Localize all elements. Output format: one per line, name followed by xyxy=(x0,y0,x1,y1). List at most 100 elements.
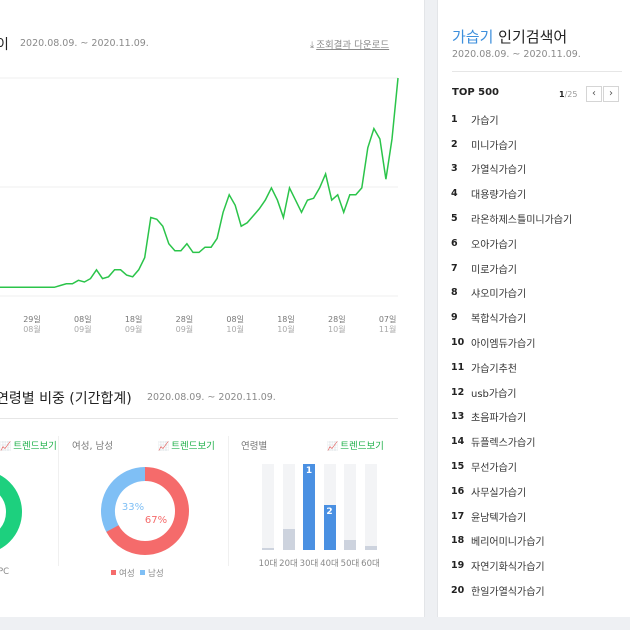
gender-donut-chart: 33% 67% xyxy=(101,467,189,555)
chart-x-axis: 29일08월08일09월18일09월28일09월08일10월18일10월28일1… xyxy=(23,315,396,334)
section-divider xyxy=(228,436,229,566)
device-trend-link[interactable]: 📈 트렌드보기 xyxy=(0,441,57,452)
device-donut-chart xyxy=(0,475,22,549)
x-tick-month: 09월 xyxy=(176,324,194,334)
age-bar-track xyxy=(344,464,356,550)
keyword-text[interactable]: usb가습기 xyxy=(471,388,517,400)
trend-panel: 이 2020.08.09. ~ 2020.11.09. ⤓조회결과 다운로드 2… xyxy=(0,0,425,617)
keyword-rank: 20 xyxy=(451,585,465,597)
keyword-rank: 18 xyxy=(451,535,465,547)
gender-legend: 여성 남성 xyxy=(111,567,164,579)
device-donut-ring xyxy=(0,475,22,549)
keyword-text[interactable]: 듀플렉스가습기 xyxy=(471,438,536,450)
keyword-text[interactable]: 아이엠듀가습기 xyxy=(471,339,536,351)
keyword-text[interactable]: 윤남텍가습기 xyxy=(471,512,527,524)
keyword-list-item[interactable]: 20 한일가열식가습기 xyxy=(451,578,621,603)
prev-page-button[interactable]: ‹ xyxy=(586,86,602,102)
keyword-list-item[interactable]: 4 대용량가습기 xyxy=(451,181,621,206)
keyword-rank: 7 xyxy=(451,262,458,274)
x-tick-day: 08일 xyxy=(226,315,244,324)
download-label: 조회결과 다운로드 xyxy=(316,40,390,51)
x-tick-month: 09월 xyxy=(125,324,143,334)
female-legend-swatch xyxy=(111,570,116,575)
top-label: TOP 500 xyxy=(452,87,500,98)
age-rank-badge: 2 xyxy=(326,507,333,517)
keyword-text[interactable]: 사무실가습기 xyxy=(471,487,527,499)
keyword-rank: 10 xyxy=(451,337,465,349)
keyword-list-item[interactable]: 1 가습기 xyxy=(451,107,621,132)
keyword-text[interactable]: 한일가열식가습기 xyxy=(471,587,545,599)
keyword-list-item[interactable]: 17 윤남텍가습기 xyxy=(451,504,621,529)
keyword-text[interactable]: 라온하제스틀미니가습기 xyxy=(471,215,573,227)
keyword-text[interactable]: 샤오미가습기 xyxy=(471,289,527,301)
female-donut-segment xyxy=(101,467,189,555)
keyword-list-item[interactable]: 18 베리어미니가습기 xyxy=(451,529,621,554)
keyword-text[interactable]: 복합식가습기 xyxy=(471,314,527,326)
keyword-list-item[interactable]: 5 라온하제스틀미니가습기 xyxy=(451,206,621,231)
keyword-list-item[interactable]: 2 미니가습기 xyxy=(451,132,621,157)
keyword-rank: 9 xyxy=(451,312,458,324)
age-rank-badge: 1 xyxy=(305,466,313,476)
keyword-list-item[interactable]: 10 아이엠듀가습기 xyxy=(451,330,621,355)
keyword-text[interactable]: 오아가습기 xyxy=(471,239,517,251)
keyword-text[interactable]: 미로가습기 xyxy=(471,264,517,276)
keyword-list-item[interactable]: 8 샤오미가습기 xyxy=(451,281,621,306)
x-tick-month: 10월 xyxy=(226,324,244,334)
keyword-rank: 8 xyxy=(451,287,458,299)
keyword-rank: 16 xyxy=(451,485,465,497)
x-tick-day: 29일 xyxy=(23,315,41,324)
x-tick-month: 09월 xyxy=(74,324,92,334)
chevron-left-icon: ‹ xyxy=(592,88,596,99)
x-tick-day: 28일 xyxy=(328,315,346,324)
age-bar-track xyxy=(364,464,377,550)
x-tick-day: 18일 xyxy=(125,315,143,324)
popular-title: 가습기 인기검색어 xyxy=(452,28,568,46)
keyword-list-item[interactable]: 12 usb가습기 xyxy=(451,380,621,405)
keyword-list-item[interactable]: 9 복합식가습기 xyxy=(451,305,621,330)
keyword-text[interactable]: 무선가습기 xyxy=(471,463,517,475)
keyword-list-item[interactable]: 14 듀플렉스가습기 xyxy=(451,429,621,454)
keyword-text[interactable]: 대용량가습기 xyxy=(471,190,527,202)
keyword-list-item[interactable]: 11 가습기추천 xyxy=(451,355,621,380)
keyword-rank: 6 xyxy=(451,237,458,249)
age-bar xyxy=(323,505,336,550)
keyword-rank: 13 xyxy=(451,411,465,423)
next-page-button[interactable]: › xyxy=(603,86,619,102)
keyword-text[interactable]: 자연기화식가습기 xyxy=(471,562,545,574)
keyword-rank: 11 xyxy=(451,361,465,373)
chart-gridlines xyxy=(0,77,398,297)
keyword-list-item[interactable]: 16 사무실가습기 xyxy=(451,479,621,504)
popular-keyword-list: 1 가습기 2 미니가습기 3 가열식가습기 4 대용량가습기 5 라온하제스틀미니가습기 6 오아가… xyxy=(451,107,621,603)
age-bar xyxy=(364,546,377,550)
keyword-text[interactable]: 가습기추천 xyxy=(471,363,517,375)
keyword-rank: 2 xyxy=(451,138,458,150)
age-bar-label: 60대 xyxy=(361,559,380,569)
download-button[interactable]: ⤓ 조회결과 다운로드 xyxy=(310,37,389,51)
gender-trend-link[interactable]: 📈 트렌드보기 xyxy=(158,441,215,452)
age-trend-link[interactable]: 📈 트렌드보기 xyxy=(327,441,384,452)
keyword-rank: 1 xyxy=(451,113,458,125)
age-bar-label: 30대 xyxy=(299,559,319,569)
trend-title: 이 xyxy=(0,34,9,54)
page-indicator: 1/25 xyxy=(559,90,578,99)
keyword-rank: 4 xyxy=(451,188,458,200)
keyword-text[interactable]: 미니가습기 xyxy=(471,140,517,152)
age-bar-label: 50대 xyxy=(340,559,360,569)
keyword-list-item[interactable]: 15 무선가습기 xyxy=(451,454,621,479)
keyword-text[interactable]: 가습기 xyxy=(471,115,499,127)
keyword-text[interactable]: 베리어미니가습기 xyxy=(471,537,545,549)
keyword-list-item[interactable]: 3 가열식가습기 xyxy=(451,157,621,182)
popular-keyword: 가습기 xyxy=(452,28,494,46)
keyword-list-item[interactable]: 19 자연기화식가습기 xyxy=(451,553,621,578)
popular-keywords-panel xyxy=(437,0,630,617)
keyword-list-item[interactable]: 13 초음파가습기 xyxy=(451,405,621,430)
device-legend: PC xyxy=(0,567,10,577)
keyword-text[interactable]: 초음파가습기 xyxy=(471,413,527,425)
female-percent-label: 67% xyxy=(145,515,167,526)
download-icon: ⤓ xyxy=(310,40,315,51)
keyword-text[interactable]: 가열식가습기 xyxy=(471,165,527,177)
keyword-list-item[interactable]: 6 오아가습기 xyxy=(451,231,621,256)
trend-chart-icon: 📈 xyxy=(327,442,339,452)
chevron-right-icon: › xyxy=(609,88,613,99)
keyword-list-item[interactable]: 7 미로가습기 xyxy=(451,256,621,281)
